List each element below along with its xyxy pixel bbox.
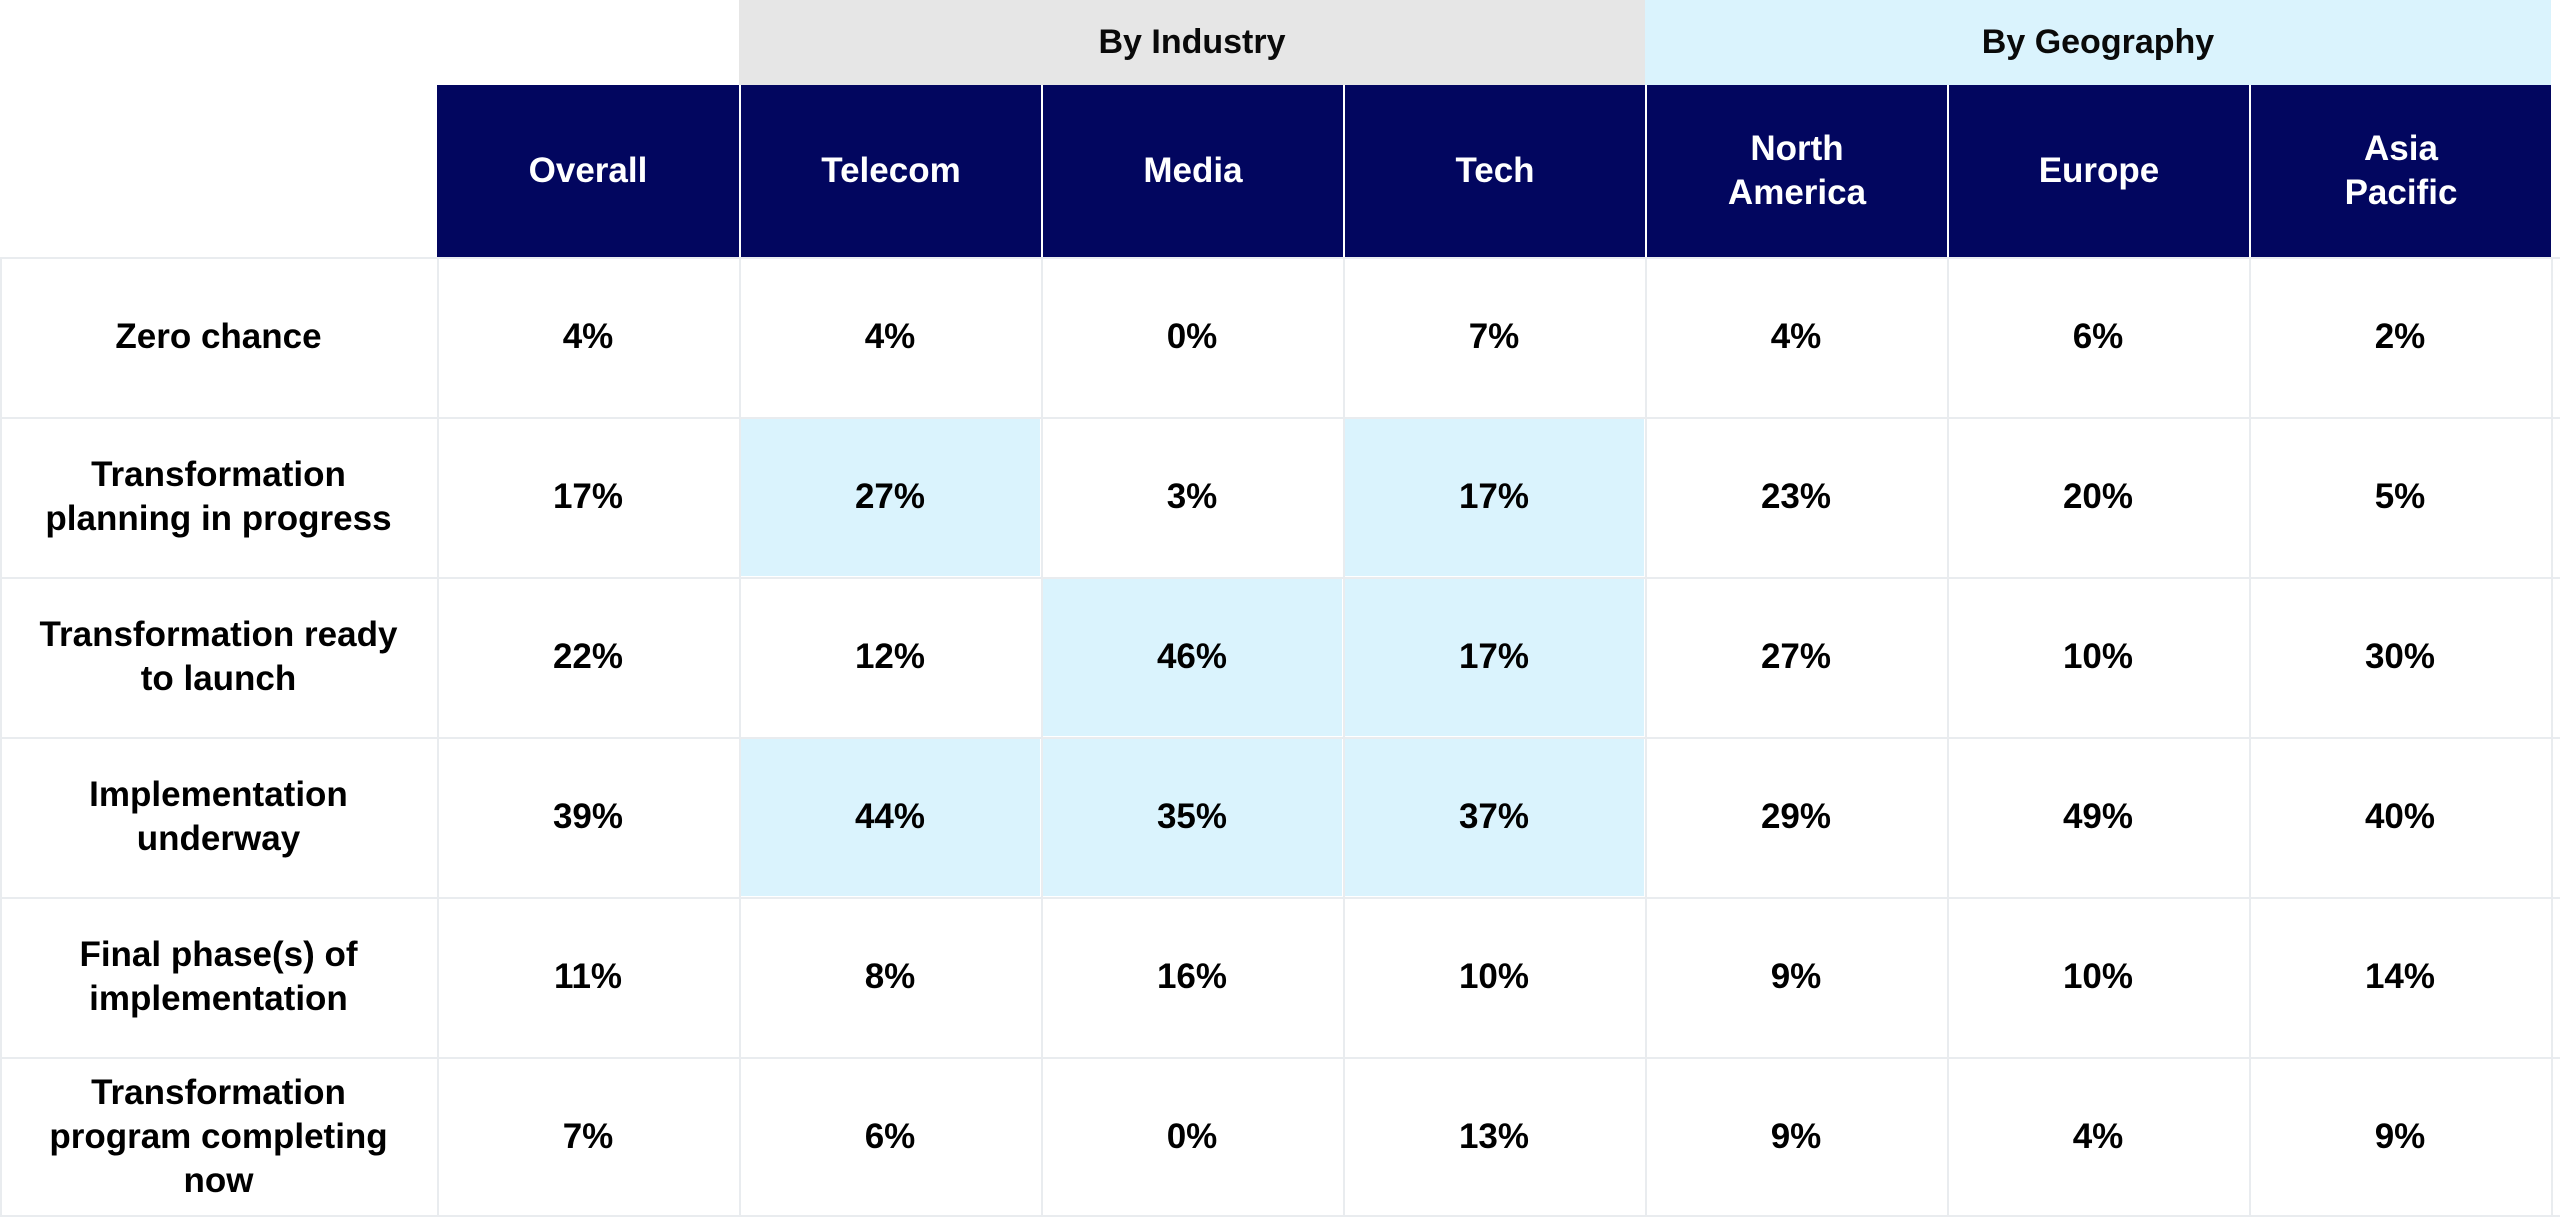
table-cell: 0%	[1166, 317, 1218, 356]
table-cell: 27%	[740, 418, 1040, 576]
grid-line	[437, 257, 439, 1217]
column-header: Overall	[437, 85, 739, 257]
row-label: Implementation underway	[89, 775, 348, 858]
table-cell: 17%	[1344, 578, 1644, 736]
table-cell: 2%	[2374, 317, 2426, 356]
grid-line	[0, 1215, 2560, 1217]
table-cell: 12%	[854, 637, 926, 676]
table-cell: 9%	[2374, 1117, 2426, 1156]
grid-line	[0, 577, 2560, 579]
column-group-header: By Industry	[739, 0, 1645, 85]
table-cell: 8%	[864, 957, 916, 996]
grid-line	[1645, 257, 1647, 1217]
column-group-header: By Geography	[1645, 0, 2551, 85]
table-cell: 20%	[2062, 477, 2134, 516]
table-cell: 10%	[2062, 637, 2134, 676]
table-cell: 10%	[1458, 957, 1530, 996]
table-cell: 40%	[2364, 797, 2436, 836]
grid-line	[0, 897, 2560, 899]
table-cell: 7%	[562, 1117, 614, 1156]
grid-line	[0, 737, 2560, 739]
table-cell: 6%	[864, 1117, 916, 1156]
table-cell: 6%	[2072, 317, 2124, 356]
table-cell: 5%	[2374, 477, 2426, 516]
row-label: Transformation planning in progress	[45, 455, 392, 538]
table-cell: 4%	[1770, 317, 1822, 356]
table-cell: 10%	[2062, 957, 2134, 996]
table-cell: 16%	[1156, 957, 1228, 996]
table-cell: 7%	[1468, 317, 1520, 356]
column-header: Europe	[1947, 85, 2249, 257]
table-cell: 30%	[2364, 637, 2436, 676]
table-cell: 0%	[1166, 1117, 1218, 1156]
grid-line	[2249, 257, 2251, 1217]
grid-line	[0, 1057, 2560, 1059]
table-cell: 37%	[1344, 738, 1644, 896]
grid-line	[0, 257, 2560, 259]
table-cell: 22%	[552, 637, 624, 676]
table-cell: 13%	[1458, 1117, 1530, 1156]
row-label: Transformation program completing now	[49, 1073, 388, 1200]
row-label: Final phase(s) of implementation	[79, 935, 358, 1018]
table-cell: 49%	[2062, 797, 2134, 836]
table-cell: 11%	[553, 957, 623, 996]
table-cell: 23%	[1760, 477, 1832, 516]
table-cell: 27%	[1760, 637, 1832, 676]
table-cell: 4%	[2072, 1117, 2124, 1156]
column-header: Telecom	[739, 85, 1041, 257]
column-header: North America	[1645, 85, 1947, 257]
column-header: Media	[1041, 85, 1343, 257]
table-cell: 3%	[1166, 477, 1218, 516]
table-cell: 44%	[740, 738, 1040, 896]
table-cell: 46%	[1042, 578, 1342, 736]
column-header: Asia Pacific	[2249, 85, 2551, 257]
grid-line	[1041, 257, 1043, 1217]
table-cell: 17%	[1344, 418, 1644, 576]
grid-line	[739, 257, 741, 1217]
grid-line	[1343, 257, 1345, 1217]
grid-line	[2551, 257, 2553, 1217]
grid-line	[0, 417, 2560, 419]
table-cell: 9%	[1770, 1117, 1822, 1156]
table-cell: 4%	[562, 317, 614, 356]
column-header: Tech	[1343, 85, 1645, 257]
row-label: Zero chance	[115, 317, 322, 356]
grid-line	[1947, 257, 1949, 1217]
table-cell: 4%	[864, 317, 916, 356]
table-cell: 35%	[1042, 738, 1342, 896]
table-cell: 17%	[552, 477, 624, 516]
table-cell: 29%	[1760, 797, 1832, 836]
table-cell: 39%	[552, 797, 624, 836]
table-cell: 9%	[1770, 957, 1822, 996]
table-cell: 14%	[2364, 957, 2436, 996]
row-label: Transformation ready to launch	[39, 615, 398, 698]
